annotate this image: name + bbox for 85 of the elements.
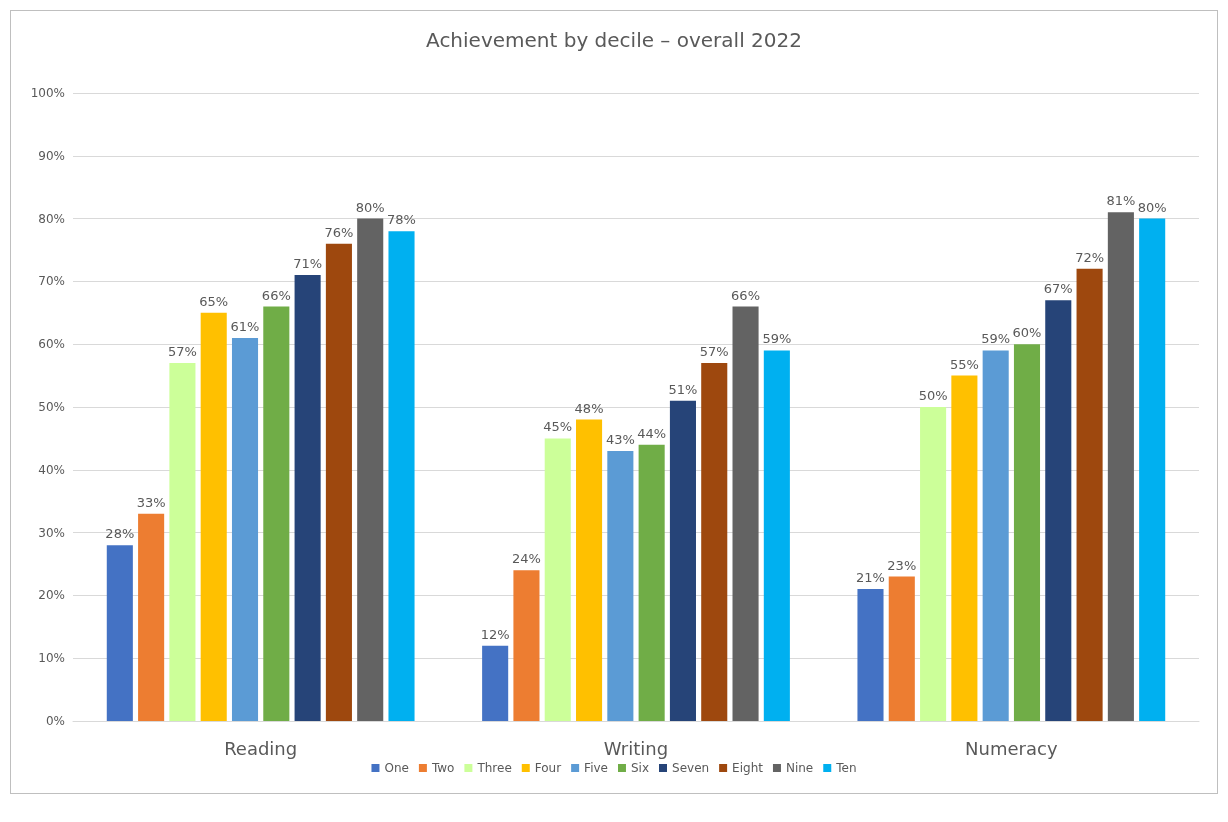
bar [325,243,352,721]
legend-label: Two [430,761,455,775]
bar [357,218,384,721]
bar [857,589,884,721]
bar [638,444,665,721]
bar [200,312,227,721]
legend-label: One [384,761,409,775]
bar [982,350,1009,721]
legend-label: Four [534,761,562,775]
data-label: 24% [512,551,541,567]
bar [263,306,290,721]
data-label: 81% [1106,193,1136,209]
data-label: 50% [918,388,948,403]
y-tick-label: 0% [45,714,65,728]
legend-label: Eight [732,761,764,775]
bar [951,375,978,721]
bar [482,645,509,721]
x-tick-label: Writing [603,737,669,759]
data-label: 65% [199,293,229,309]
data-label: 57% [167,344,197,360]
data-label: 23% [887,557,917,573]
data-label: 60% [1012,325,1042,341]
y-tick-label: 90% [38,148,65,163]
y-tick-label: 10% [38,651,65,666]
data-label: 51% [668,381,698,397]
legend-label: Nine [785,761,814,775]
y-tick-label: 50% [38,400,65,414]
y-tick-label: 70% [38,274,65,289]
legend-label: Ten [835,761,857,775]
bar [169,363,196,721]
data-label: 80% [355,199,385,215]
x-tick-label: Numeracy [965,737,1058,759]
bar [1045,300,1072,721]
legend-label: Seven [672,761,710,775]
y-tick-label: 100% [30,86,65,100]
bar [1139,218,1166,721]
bar [138,513,165,721]
data-label: 44% [637,425,667,441]
data-label: 61% [230,318,260,334]
x-tick-label: Reading [224,737,298,759]
bar [701,363,728,721]
y-tick-label: 80% [38,211,65,226]
data-label: 80% [1137,199,1167,215]
bar [106,545,133,721]
bar [888,576,915,721]
data-label: 21% [856,570,885,586]
legend-label: Five [584,761,608,775]
bar [294,275,321,721]
bar [669,400,696,721]
y-tick-label: 60% [38,337,65,352]
bar [513,570,540,721]
data-label: 66% [731,287,760,303]
y-tick-label: 40% [38,462,65,477]
bar [1107,212,1134,721]
data-label: 66% [261,287,291,303]
data-label: 76% [324,224,354,240]
legend-label: Three [476,761,512,775]
data-label: 45% [543,419,573,435]
bar [920,407,947,721]
bar [763,350,790,721]
data-label: 59% [981,331,1011,347]
y-tick-label: 20% [38,588,65,603]
data-label: 78% [387,212,416,228]
bar [732,306,759,721]
bar [1013,344,1041,721]
bar [388,231,415,721]
data-label: 43% [605,431,635,447]
data-label: 57% [699,344,729,360]
bar [607,450,634,721]
bar [544,438,571,721]
y-tick-label: 30% [38,525,65,540]
data-label: 12% [480,626,510,642]
data-label: 55% [949,356,979,372]
bar [576,419,603,721]
data-label: 67% [1043,281,1073,297]
data-label: 72% [1075,249,1105,265]
chart-title: Achievement by decile – overall 2022 [426,28,802,52]
bar [1076,268,1103,721]
bar [231,337,259,721]
legend-label: Six [630,761,650,775]
data-label: 71% [293,256,323,272]
data-label: 48% [574,400,604,416]
data-label: 59% [762,331,792,347]
data-label: 33% [136,494,166,510]
data-label: 28% [105,526,135,542]
